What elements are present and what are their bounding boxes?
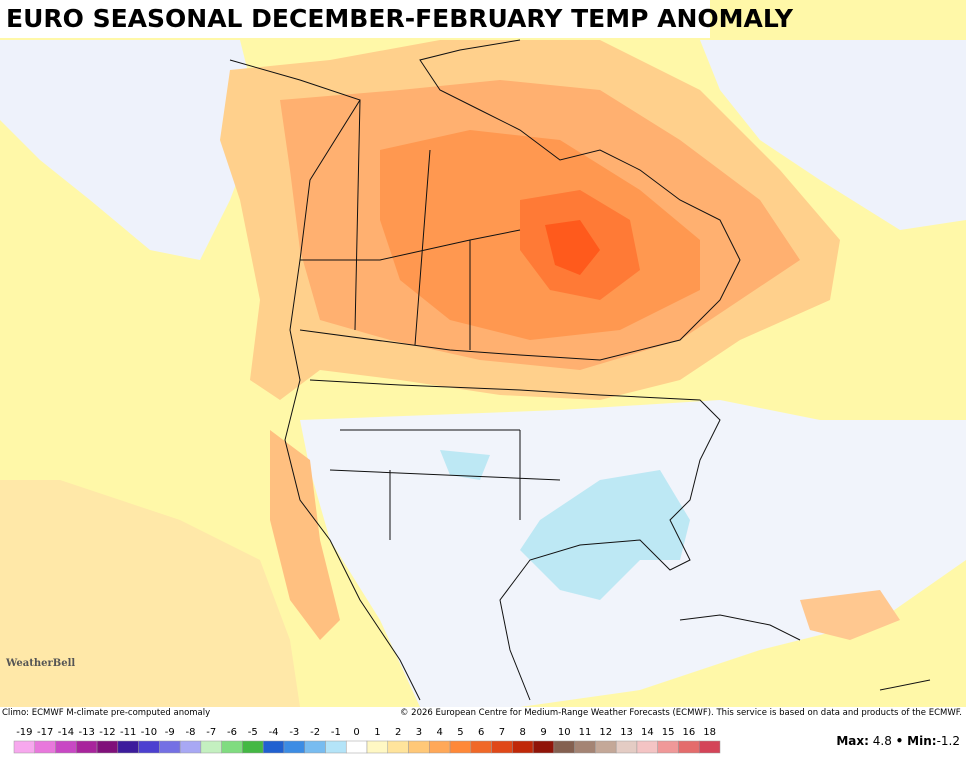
colorbar-swatch [574,740,596,754]
colorbar-swatch [13,740,36,754]
colorbar-swatch [470,740,492,754]
colorbar-swatch [366,740,389,754]
colorbar-swatch [678,740,700,754]
colorbar-swatch [138,740,160,754]
colorbar-swatch [615,740,638,754]
colorbar: -19 -17 -14 -13 -12 -11 -10 -9 -8 -7 -6 -5 -4 -3 -2 -1 0… [13,727,721,754]
colorbar-swatch [34,740,56,754]
min-value: -1.2 [936,734,960,748]
colorbar-label: -19 [16,727,32,738]
colorbar-label: -2 [310,727,320,738]
colorbar-label: -6 [227,727,237,738]
colorbar-swatch [449,740,472,754]
colorbar-label: 7 [499,727,505,738]
colorbar-label: 3 [416,727,422,738]
colorbar-swatch [221,740,243,754]
max-label: Max: [836,734,869,748]
footer: Climo: ECMWF M-climate pre-computed anom… [0,707,966,720]
colorbar-swatch [76,740,98,754]
colorbar-label: -12 [99,727,115,738]
colorbar-label: 5 [457,727,463,738]
colorbar-label: 16 [682,727,695,738]
colorbar-swatch [262,740,285,754]
colorbar-label: 12 [599,727,612,738]
colorbar-swatch [553,740,575,754]
colorbar-label: -13 [79,727,95,738]
colorbar-label: -1 [331,727,341,738]
stats: Max: 4.8 • Min:-1.2 [836,734,960,748]
colorbar-label: -17 [37,727,53,738]
colorbar-label: 10 [558,727,571,738]
colorbar-label: 2 [395,727,401,738]
max-value: 4.8 [872,734,892,748]
colorbar-swatch [345,740,368,754]
logo: WeatherBell [6,658,76,669]
colorbar-label: 8 [520,727,526,738]
map [0,0,966,707]
colorbar-swatch [96,740,119,754]
colorbar-label: -8 [186,727,196,738]
colorbar-label: -5 [248,727,258,738]
colorbar-swatch [117,740,139,754]
colorbar-swatch [325,740,347,754]
colorbar-swatch [304,740,326,754]
colorbar-label: 13 [620,727,633,738]
colorbar-swatch [283,740,305,754]
colorbar-panel: -19 -17 -14 -13 -12 -11 -10 -9 -8 -7 -6 -5 -4 -3 -2 -1 0… [0,720,966,755]
colorbar-swatch [491,740,513,754]
separator: • [895,734,904,748]
colorbar-swatch [200,740,222,754]
colorbar-label: -9 [165,727,175,738]
colorbar-label: 9 [540,727,546,738]
colorbar-swatch [512,740,534,754]
colorbar-label: 15 [662,727,675,738]
colorbar-swatch [55,740,77,754]
title: EURO SEASONAL DECEMBER-FEBRUARY TEMP ANO… [0,0,793,38]
colorbar-label: 18 [703,727,716,738]
colorbar-label: -11 [120,727,136,738]
colorbar-label: 14 [641,727,654,738]
colorbar-swatch [698,740,721,754]
colorbar-label: -4 [269,727,279,738]
colorbar-label: -7 [206,727,216,738]
colorbar-label: 1 [374,727,380,738]
colorbar-swatch [595,740,617,754]
colorbar-swatch [532,740,555,754]
climo-note: Climo: ECMWF M-climate pre-computed anom… [2,708,211,718]
min-label: Min: [907,734,937,748]
colorbar-label: -3 [289,727,299,738]
colorbar-swatch [657,740,679,754]
colorbar-label: 6 [478,727,484,738]
colorbar-swatch [636,740,658,754]
colorbar-label: 11 [579,727,592,738]
copyright: © 2026 European Centre for Medium-Range … [399,708,962,718]
colorbar-label: -10 [141,727,157,738]
colorbar-swatch [242,740,264,754]
colorbar-swatch [159,740,181,754]
colorbar-swatch [408,740,430,754]
colorbar-swatch [429,740,451,754]
colorbar-label: 0 [353,727,359,738]
colorbar-swatch [387,740,409,754]
colorbar-label: 4 [436,727,442,738]
colorbar-swatch [179,740,202,754]
colorbar-label: -14 [58,727,74,738]
